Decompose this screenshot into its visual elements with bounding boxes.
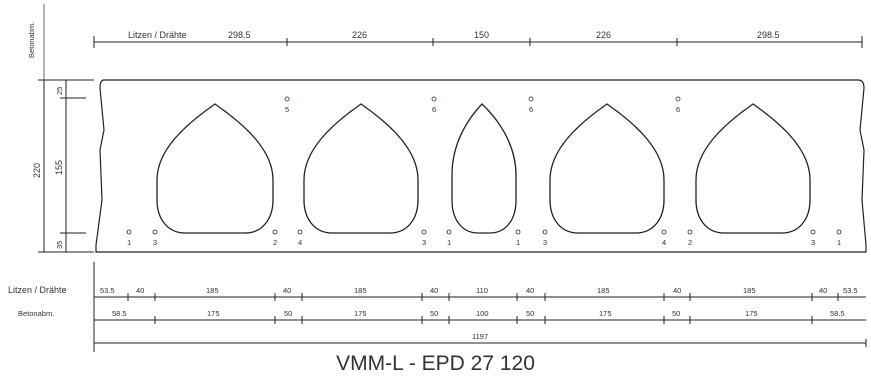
top-dim-3: 150 bbox=[474, 30, 489, 40]
total-width-line bbox=[94, 339, 867, 347]
tendon-top-label-3: 6 bbox=[529, 105, 533, 114]
row2-v3: 50 bbox=[284, 309, 292, 318]
row1-v6: 40 bbox=[430, 286, 438, 295]
row2-v6: 100 bbox=[476, 309, 489, 318]
bottom-tendons bbox=[126, 229, 842, 235]
tendon-bottom-label-8: 3 bbox=[543, 238, 547, 247]
top-dim-4: 226 bbox=[596, 30, 611, 40]
tendon-bottom-label-10: 2 bbox=[688, 238, 692, 247]
row2-v7: 50 bbox=[526, 309, 534, 318]
row1-v13: 53.5 bbox=[843, 286, 858, 295]
tendon-bottom-label-6: 1 bbox=[447, 238, 451, 247]
tendon-bottom-label-4: 4 bbox=[298, 238, 302, 247]
row1-v4: 40 bbox=[283, 286, 291, 295]
row1-label: Litzen / Drähte bbox=[8, 285, 67, 295]
left-height-dimensions bbox=[38, 79, 94, 253]
row2-v2: 175 bbox=[207, 309, 220, 318]
tendon-bottom-label-7: 1 bbox=[516, 238, 520, 247]
row2-v5: 50 bbox=[430, 309, 438, 318]
height-top-small: 25 bbox=[55, 87, 64, 95]
row1-v12: 40 bbox=[819, 286, 827, 295]
hollow-core-5 bbox=[695, 103, 811, 234]
row1-v10: 40 bbox=[673, 286, 681, 295]
row1-v3: 185 bbox=[206, 286, 219, 295]
total-width-value: 1197 bbox=[472, 332, 488, 341]
tendon-top-label-2: 6 bbox=[432, 105, 436, 114]
bottom-row1-lines bbox=[94, 293, 866, 301]
bottom-row2-lines bbox=[94, 316, 866, 324]
row1-v5: 185 bbox=[354, 286, 367, 295]
row2-label: Betonabm. bbox=[18, 309, 54, 318]
row2-v10: 175 bbox=[745, 309, 758, 318]
row1-v8: 40 bbox=[526, 286, 534, 295]
tendon-bottom-label-12: 1 bbox=[837, 238, 841, 247]
hollow-core-1 bbox=[156, 103, 274, 234]
tendon-bottom-label-11: 3 bbox=[811, 238, 815, 247]
height-total: 220 bbox=[32, 163, 42, 178]
slab-outline bbox=[95, 79, 867, 253]
tendon-bottom-label-2: 3 bbox=[153, 238, 157, 247]
row2-v4: 175 bbox=[354, 309, 367, 318]
tendon-bottom-label-9: 4 bbox=[662, 238, 666, 247]
row2-v9: 50 bbox=[672, 309, 680, 318]
tendon-top-label-1: 5 bbox=[285, 105, 289, 114]
tendon-bottom-label-1: 1 bbox=[127, 238, 131, 247]
row1-v1: 53.5 bbox=[100, 286, 115, 295]
row1-v11: 185 bbox=[743, 286, 756, 295]
top-dim-2: 226 bbox=[352, 30, 367, 40]
height-mid: 155 bbox=[54, 160, 64, 175]
height-bottom-small: 35 bbox=[55, 241, 64, 249]
figure-caption: VMM-L - EPD 27 120 bbox=[336, 352, 535, 375]
top-tendons bbox=[284, 96, 681, 102]
row2-v1: 58.5 bbox=[112, 309, 127, 318]
top-dim-label: Litzen / Drähte bbox=[128, 30, 187, 40]
tendon-top-label-4: 6 bbox=[676, 105, 680, 114]
top-dim-1: 298.5 bbox=[228, 30, 251, 40]
row2-v11: 58.5 bbox=[830, 309, 845, 318]
tendon-bottom-label-5: 3 bbox=[422, 238, 426, 247]
hollow-core-4 bbox=[549, 103, 665, 234]
tendon-bottom-label-3: 2 bbox=[273, 238, 277, 247]
row1-v2: 40 bbox=[136, 286, 144, 295]
hollow-core-2 bbox=[303, 103, 419, 234]
left-beton-label: Betonabm. bbox=[27, 22, 36, 58]
hollow-core-3 bbox=[451, 103, 517, 234]
top-dimension-line bbox=[93, 36, 863, 48]
row2-v8: 175 bbox=[599, 309, 612, 318]
row1-v9: 185 bbox=[597, 286, 610, 295]
row1-v7: 110 bbox=[476, 286, 488, 295]
top-dim-5: 298.5 bbox=[757, 30, 780, 40]
